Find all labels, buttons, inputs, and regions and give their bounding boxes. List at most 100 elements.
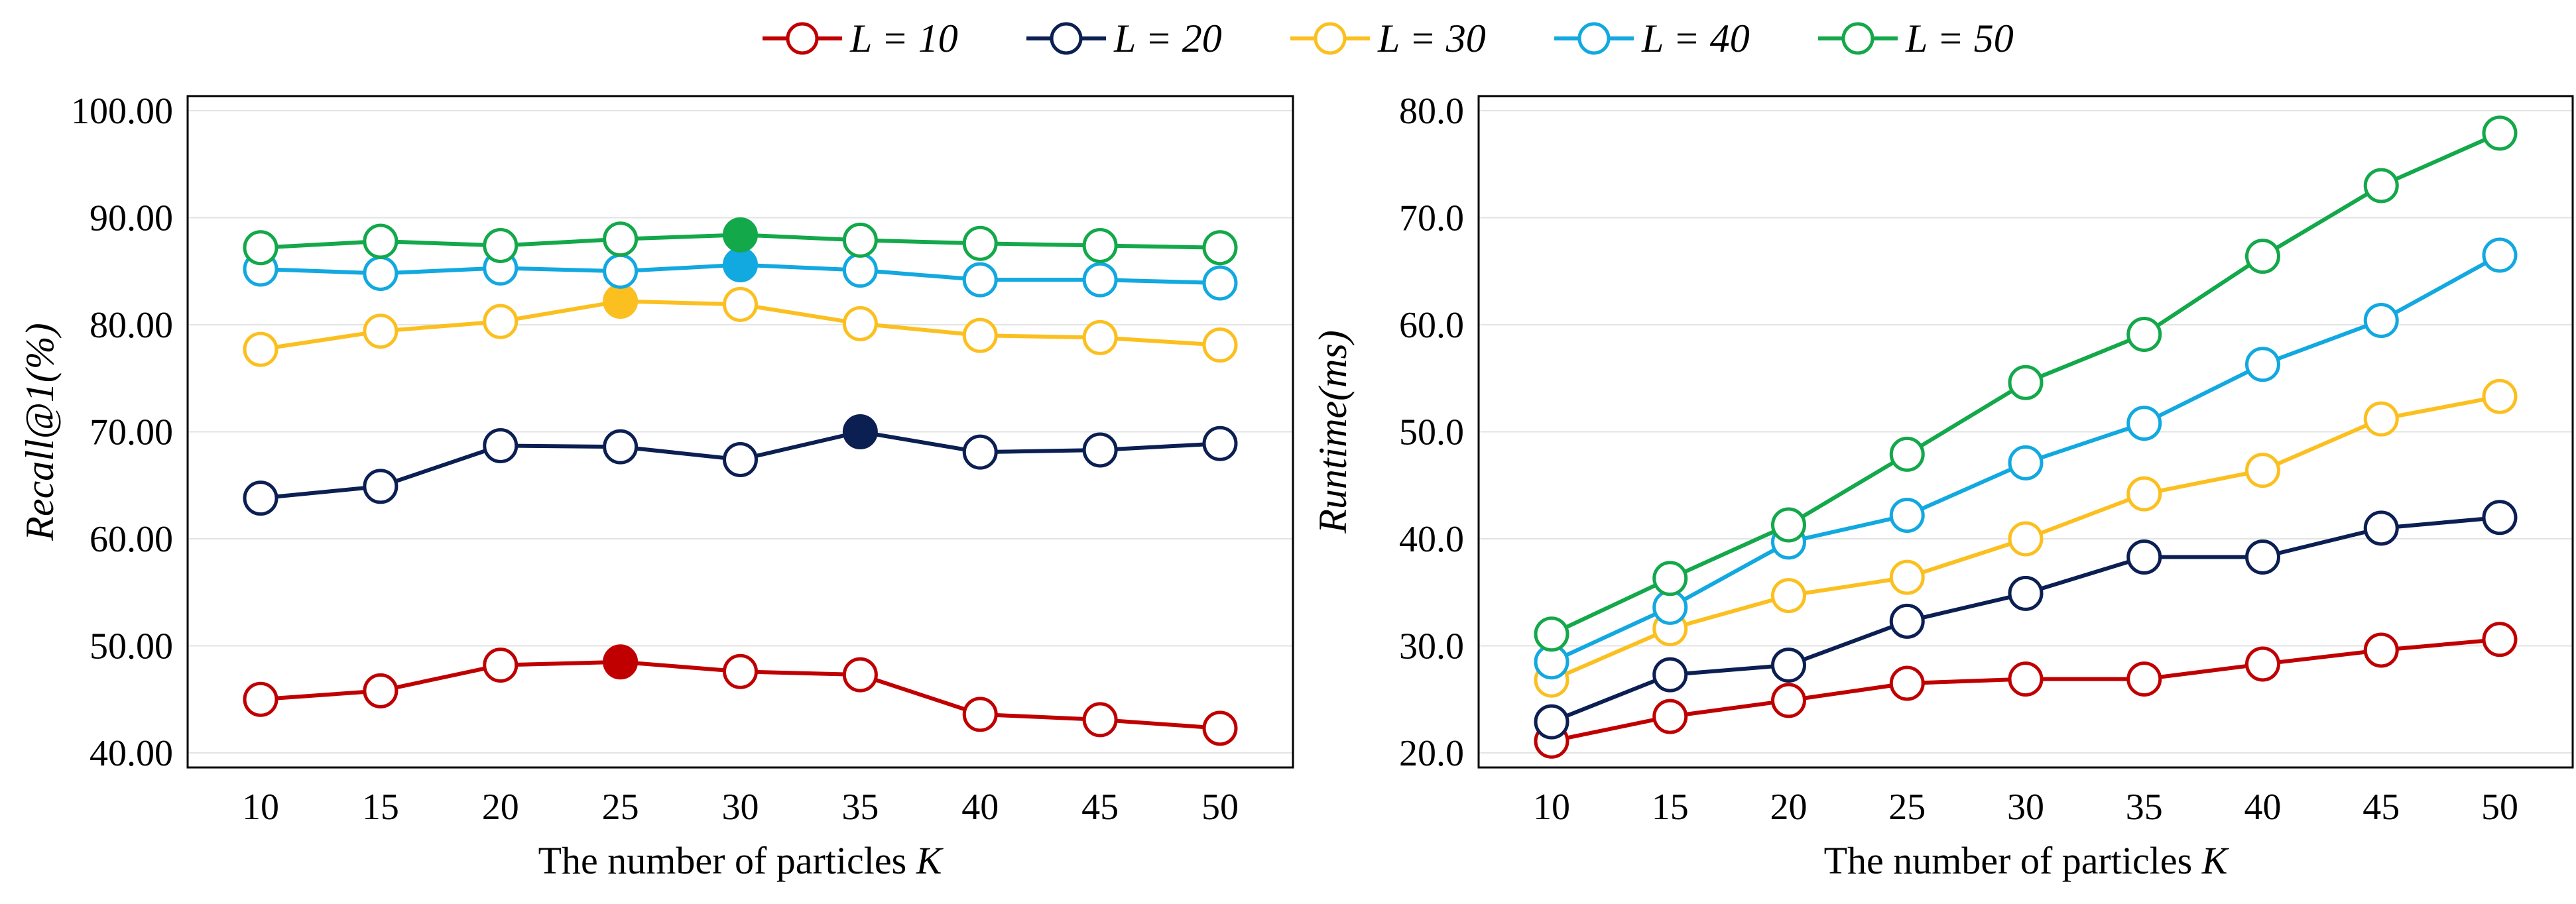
data-point	[723, 441, 758, 477]
data-point	[1889, 603, 1925, 639]
data-point	[2482, 237, 2518, 273]
data-point	[603, 221, 639, 257]
data-point	[1771, 648, 1806, 683]
data-point	[2008, 521, 2044, 557]
legend-marker	[1577, 22, 1611, 55]
data-point	[842, 657, 878, 693]
data-point	[1771, 578, 1806, 614]
x-tick-label: 10	[242, 787, 279, 828]
data-point	[2126, 317, 2162, 353]
y-tick-label: 30.0	[1399, 626, 1464, 667]
data-point	[483, 304, 519, 339]
data-point	[483, 227, 519, 263]
data-point	[723, 653, 758, 689]
x-axis-label: The number of particles K	[1824, 839, 2230, 882]
legend-marker	[1314, 22, 1347, 55]
y-tick-label: 80.0	[1399, 91, 1464, 132]
data-point	[2363, 168, 2399, 203]
data-point	[2245, 646, 2280, 682]
legend-entry: L = 30	[1290, 17, 1486, 60]
data-point	[1771, 683, 1806, 718]
data-point	[1202, 425, 1238, 461]
data-point	[2482, 115, 2518, 151]
x-tick-label: 15	[362, 787, 399, 828]
data-point	[363, 673, 399, 708]
x-tick-label: 40	[961, 787, 999, 828]
series	[1534, 378, 2518, 698]
best-data-point	[842, 414, 878, 449]
x-tick-label: 25	[1888, 787, 1926, 828]
y-tick-label: 70.0	[1399, 198, 1464, 239]
data-point	[1082, 432, 1118, 468]
data-point	[603, 253, 639, 289]
y-axis-label: Recall@1(%)	[18, 323, 62, 541]
data-point	[2008, 661, 2044, 697]
y-tick-label: 60.0	[1399, 305, 1464, 346]
y-tick-label: 40.0	[1399, 519, 1464, 560]
data-point	[1202, 710, 1238, 746]
data-point	[962, 317, 998, 353]
data-point	[2245, 239, 2280, 274]
data-point	[962, 262, 998, 298]
data-point	[1082, 702, 1118, 738]
best-data-point	[723, 217, 758, 253]
y-axis-label: Runtime(ms)	[1311, 330, 1355, 534]
data-point	[1652, 561, 1688, 596]
legend-label: L = 50	[1905, 17, 2014, 60]
data-point	[363, 313, 399, 349]
data-point	[1652, 589, 1688, 625]
data-point	[603, 429, 639, 465]
legend: L = 10 L = 20 L = 30 L = 40 L = 50	[763, 17, 2014, 60]
series	[1534, 500, 2518, 740]
data-point	[1652, 657, 1688, 693]
data-point	[1771, 507, 1806, 543]
data-point	[2126, 539, 2162, 575]
series	[1534, 237, 2518, 680]
data-point	[243, 331, 278, 367]
y-tick-label: 40.00	[90, 733, 173, 774]
data-point	[2363, 303, 2399, 339]
legend-entry: L = 10	[763, 17, 958, 60]
data-point	[2363, 510, 2399, 546]
y-tick-label: 80.00	[90, 305, 173, 346]
data-point	[243, 681, 278, 717]
plot-border	[186, 95, 1294, 769]
legend-entry: L = 40	[1554, 17, 1750, 60]
data-point	[1889, 559, 1925, 595]
legend-entry: L = 50	[1818, 17, 2014, 60]
data-point	[2245, 539, 2280, 575]
data-point	[2126, 661, 2162, 697]
x-tick-label: 30	[2007, 787, 2044, 828]
y-tick-label: 50.0	[1399, 412, 1464, 453]
data-point	[1534, 616, 1569, 652]
x-tick-label: 45	[2362, 787, 2400, 828]
data-point	[363, 255, 399, 291]
x-axis-label: The number of particles K	[538, 839, 944, 882]
series	[243, 644, 1238, 746]
data-point	[962, 697, 998, 732]
x-tick-label: 20	[482, 787, 519, 828]
y-tick-label: 100.00	[71, 91, 173, 132]
data-point	[1652, 699, 1688, 734]
y-tick-label: 70.00	[90, 412, 173, 453]
legend-label: L = 20	[1113, 17, 1222, 60]
legend-marker	[1841, 22, 1874, 55]
x-tick-label: 15	[1652, 787, 1689, 828]
data-point	[1082, 319, 1118, 355]
x-tick-label: 40	[2244, 787, 2282, 828]
data-point	[1889, 665, 1925, 701]
legend-entry: L = 20	[1026, 17, 1222, 60]
plot-border	[1477, 95, 2574, 769]
recall-chart: 40.00 50.00 60.00 70.00 80.00 90.00 100.00 10 15…	[18, 91, 1294, 882]
data-point	[723, 286, 758, 322]
data-point	[363, 223, 399, 259]
x-tick-label: 35	[841, 787, 879, 828]
data-point	[2482, 622, 2518, 657]
x-tick-label: 10	[1533, 787, 1570, 828]
legend-label: L = 10	[849, 17, 958, 60]
x-tick-label: 50	[1201, 787, 1239, 828]
runtime-chart: 20.0 30.0 40.0 50.0 60.0 70.0 80.0 10 15 20 25 30 35…	[1311, 91, 2574, 882]
y-tick-label: 50.00	[90, 626, 173, 667]
data-point	[243, 480, 278, 516]
data-point	[2363, 632, 2399, 668]
